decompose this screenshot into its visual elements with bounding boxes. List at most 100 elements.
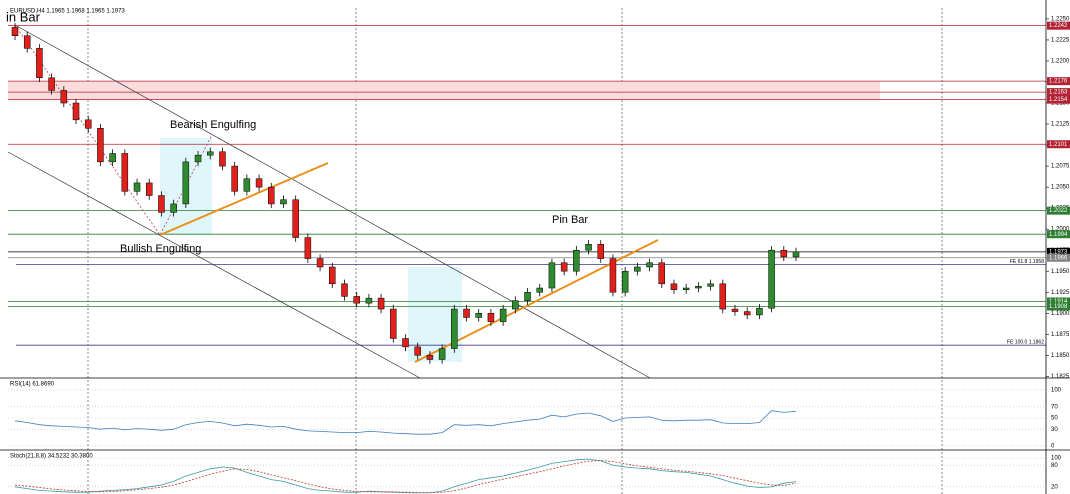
zone-layer bbox=[8, 81, 880, 100]
channel-line bbox=[7, 151, 421, 379]
level-label: 1.1914 bbox=[1049, 299, 1068, 305]
level-label-box bbox=[1047, 21, 1070, 30]
candle-body bbox=[219, 151, 226, 167]
candle-body bbox=[121, 153, 129, 192]
candle-body bbox=[145, 182, 153, 196]
candle-body bbox=[316, 258, 324, 268]
candle-body bbox=[438, 348, 446, 360]
y-tick-label: 1.2075 bbox=[1051, 164, 1070, 170]
level-label: 1.2176 bbox=[1049, 79, 1068, 85]
candle-body bbox=[414, 346, 421, 356]
y-tick-label: 1.2200 bbox=[1051, 59, 1070, 65]
candle-body bbox=[768, 249, 775, 309]
y-tick-label: 80 bbox=[1051, 463, 1058, 469]
candle-body bbox=[573, 249, 580, 272]
level-label: 1.2022 bbox=[1049, 208, 1068, 214]
candles-layer bbox=[11, 23, 800, 364]
annotation: Pin Bar bbox=[552, 214, 588, 226]
candle-body bbox=[377, 297, 385, 310]
levels-layer: FE 61.8 1.1958 FE 100.0 1.1862 bbox=[8, 25, 1046, 346]
y-tick-label: 1.1850 bbox=[1051, 353, 1070, 359]
candle-body bbox=[463, 308, 470, 318]
candle-body bbox=[475, 313, 482, 318]
candle-body bbox=[499, 308, 507, 322]
level-label-box bbox=[1047, 206, 1070, 215]
level-label-box bbox=[1047, 95, 1070, 104]
level-label-box bbox=[1047, 297, 1070, 306]
candle-body bbox=[292, 199, 299, 238]
candle-body bbox=[707, 283, 714, 287]
candle-body bbox=[84, 119, 92, 129]
trend-line bbox=[159, 162, 329, 236]
level-label-box bbox=[1047, 253, 1070, 262]
candle-body bbox=[390, 308, 397, 339]
candle-body bbox=[207, 151, 214, 156]
y-tick-label: 1.1950 bbox=[1051, 269, 1070, 275]
candle-body bbox=[743, 311, 751, 316]
annotation: Bearish Engulfing bbox=[170, 119, 256, 131]
y-tick-label: 1.1875 bbox=[1051, 332, 1070, 338]
candle-body bbox=[341, 283, 348, 297]
y-tick-label: 1.2250 bbox=[1051, 17, 1070, 23]
level-label: 1.2242 bbox=[1049, 23, 1068, 29]
candle-body bbox=[109, 153, 116, 163]
candle-body bbox=[634, 266, 641, 272]
candle-body bbox=[182, 161, 190, 205]
y-tick-label: 20 bbox=[1051, 484, 1058, 490]
axes-layer: 1.1825 1.1850 1.1875 1.1900 1.1925 1.1950 1.19… bbox=[8, 17, 1070, 490]
candle-body bbox=[158, 195, 165, 213]
indicator-line bbox=[14, 460, 797, 493]
candle-body bbox=[268, 186, 275, 205]
y-tick-label: 1.1925 bbox=[1051, 290, 1070, 296]
fib-label: FE 100.0 1.1862 bbox=[1007, 340, 1044, 346]
candle-body bbox=[548, 262, 556, 289]
candle-body bbox=[60, 90, 68, 104]
y-tick-label: 1.2000 bbox=[1051, 227, 1070, 233]
candle-body bbox=[682, 287, 690, 290]
annotation: in Bar bbox=[6, 9, 41, 24]
candle-body bbox=[536, 287, 543, 293]
candle-body bbox=[72, 102, 80, 121]
candle-body bbox=[365, 297, 373, 304]
candle-body bbox=[133, 182, 141, 192]
candle-body bbox=[23, 35, 31, 49]
level-label-box bbox=[1047, 140, 1070, 149]
candle-body bbox=[97, 128, 104, 163]
candle-body bbox=[487, 313, 495, 322]
candle-body bbox=[402, 338, 409, 348]
candle-body bbox=[597, 244, 604, 259]
candle-body bbox=[780, 249, 788, 258]
chart-title: EURUSD,H4 1.1965 1.1968 1.1965 1.1973 bbox=[10, 9, 125, 15]
candle-body bbox=[243, 178, 251, 192]
candle-body bbox=[731, 308, 739, 312]
y-tick-label: 0 bbox=[1051, 444, 1055, 450]
candle-body bbox=[585, 244, 592, 251]
candle-body bbox=[451, 308, 458, 349]
candle-body bbox=[329, 266, 336, 285]
candle-body bbox=[560, 262, 568, 272]
candle-body bbox=[609, 258, 617, 293]
y-tick-label: 1.2050 bbox=[1051, 185, 1070, 191]
indicator-line bbox=[14, 410, 797, 435]
level-label: 1.2101 bbox=[1049, 142, 1068, 148]
candle-body bbox=[194, 154, 202, 163]
annotation: Bullish Engulfing bbox=[120, 243, 201, 255]
candle-body bbox=[353, 296, 360, 304]
candle-body bbox=[36, 48, 43, 79]
level-label-box bbox=[1047, 247, 1070, 256]
level-label-box bbox=[1047, 302, 1070, 311]
channel-line bbox=[14, 24, 651, 379]
candle-body bbox=[621, 270, 629, 293]
level-label: 1.1994 bbox=[1049, 232, 1068, 238]
candle-body bbox=[11, 27, 19, 36]
level-label: 1.2163 bbox=[1049, 90, 1068, 96]
candle-body bbox=[280, 199, 287, 205]
level-label: 1.2154 bbox=[1049, 97, 1068, 103]
y-tick-label: 1.2125 bbox=[1051, 122, 1070, 128]
candle-body bbox=[170, 203, 177, 213]
candle-body bbox=[658, 262, 666, 285]
y-tick-label: 30 bbox=[1051, 427, 1058, 433]
level-label-box bbox=[1047, 230, 1070, 239]
stoch-title: Stoch(21,8,8) 34.5232 30.3800 bbox=[10, 454, 93, 460]
